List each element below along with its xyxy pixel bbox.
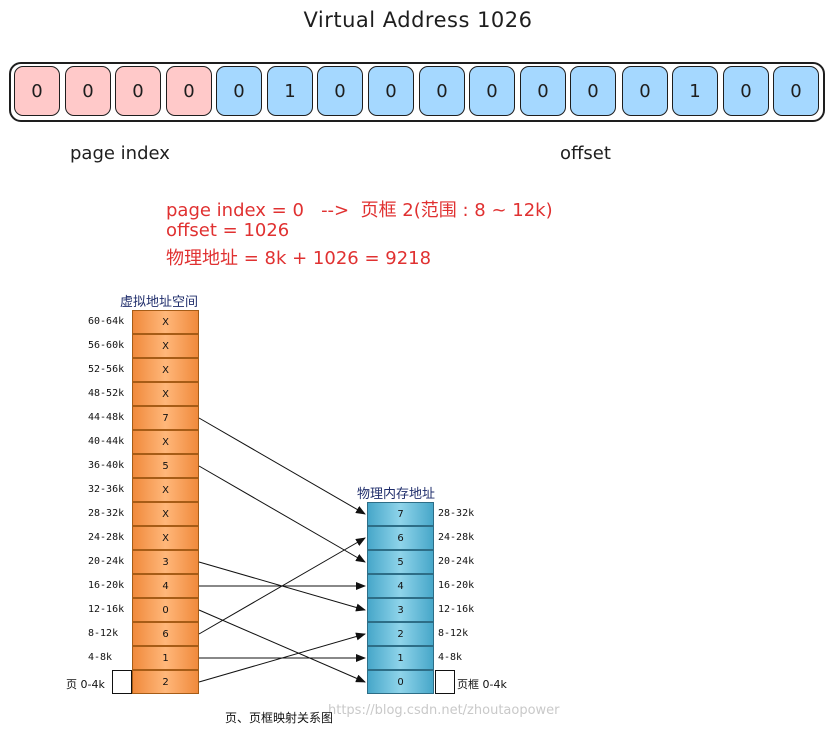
offset-bit-14: 0 — [723, 66, 769, 116]
virtual-range-label: 28-32k — [88, 508, 125, 519]
virtual-space-title: 虚拟地址空间 — [120, 295, 199, 310]
virtual-page-cell: X — [132, 430, 199, 454]
page-index-bit-2: 0 — [115, 66, 161, 116]
virtual-range-label: 32-36k — [88, 484, 125, 495]
physical-frame-cell: 3 — [367, 598, 434, 622]
virtual-range-label: 16-20k — [88, 580, 125, 591]
physical-range-label: 4-8k — [438, 652, 463, 663]
virtual-range-label: 24-28k — [88, 532, 125, 543]
virtual-page-cell: 4 — [132, 574, 199, 598]
virtual-range-label: 8-12k — [88, 628, 119, 639]
physical-range-label: 24-28k — [438, 532, 475, 543]
physical-range-label: 8-12k — [438, 628, 469, 639]
physical-frame-cell: 6 — [367, 526, 434, 550]
virtual-range-label: 48-52k — [88, 388, 125, 399]
virtual-range-label: 40-44k — [88, 436, 125, 447]
virtual-page-cell: 0 — [132, 598, 199, 622]
virtual-page-cell: 2 — [132, 670, 199, 694]
offset-label: offset — [560, 143, 611, 164]
mapping-arrow — [198, 632, 366, 683]
mapping-arrow — [198, 417, 366, 515]
page-index-bit-1: 0 — [65, 66, 111, 116]
mapping-arrow — [198, 465, 366, 563]
physical-space-title: 物理内存地址 — [357, 487, 436, 502]
virtual-page-cell: X — [132, 382, 199, 406]
watermark: https://blog.csdn.net/zhoutaopower — [328, 703, 560, 718]
note-physical-address: 物理地址 = 8k + 1026 = 9218 — [166, 248, 432, 269]
diagram-caption: 页、页框映射关系图 — [225, 711, 334, 725]
virtual-bottom-box — [112, 670, 132, 694]
offset-bit-5: 1 — [267, 66, 313, 116]
virtual-page-cell: 3 — [132, 550, 199, 574]
mapping-arrow — [198, 537, 366, 635]
virtual-bottom-label: 页 0-4k — [66, 678, 105, 691]
diagram-title: Virtual Address 1026 — [303, 8, 533, 32]
offset-bit-13: 1 — [672, 66, 718, 116]
physical-frame-cell: 0 — [367, 670, 434, 694]
physical-bottom-label: 页框 0-4k — [457, 678, 507, 691]
virtual-page-cell: 5 — [132, 454, 199, 478]
virtual-page-cell: X — [132, 502, 199, 526]
virtual-page-cell: X — [132, 334, 199, 358]
virtual-page-cell: X — [132, 358, 199, 382]
physical-range-label: 28-32k — [438, 508, 475, 519]
offset-bit-12: 0 — [622, 66, 668, 116]
mapping-arrow — [198, 609, 366, 683]
offset-bit-11: 0 — [570, 66, 616, 116]
physical-frame-cell: 1 — [367, 646, 434, 670]
virtual-range-label: 12-16k — [88, 604, 125, 615]
physical-range-label: 12-16k — [438, 604, 475, 615]
virtual-page-cell: X — [132, 478, 199, 502]
offset-bit-15: 0 — [773, 66, 819, 116]
virtual-page-cell: X — [132, 526, 199, 550]
virtual-page-cell: 1 — [132, 646, 199, 670]
offset-bit-8: 0 — [419, 66, 465, 116]
physical-frame-cell: 5 — [367, 550, 434, 574]
page-index-bit-0: 0 — [14, 66, 60, 116]
offset-bit-6: 0 — [317, 66, 363, 116]
offset-bit-10: 0 — [520, 66, 566, 116]
physical-range-label: 16-20k — [438, 580, 475, 591]
virtual-range-label: 4-8k — [88, 652, 113, 663]
virtual-range-label: 44-48k — [88, 412, 125, 423]
page-index-bit-3: 0 — [166, 66, 212, 116]
virtual-range-label: 20-24k — [88, 556, 125, 567]
physical-frame-cell: 4 — [367, 574, 434, 598]
offset-bit-4: 0 — [216, 66, 262, 116]
physical-frame-cell: 2 — [367, 622, 434, 646]
offset-bit-7: 0 — [368, 66, 414, 116]
note-offset: offset = 1026 — [166, 220, 290, 241]
page-index-label: page index — [70, 143, 170, 164]
virtual-page-cell: 6 — [132, 622, 199, 646]
address-bit-bar — [9, 62, 825, 122]
physical-range-label: 20-24k — [438, 556, 475, 567]
physical-frame-cell: 7 — [367, 502, 434, 526]
note-page-index: page index = 0 --> 页框 2(范围 : 8 ~ 12k) — [166, 200, 553, 221]
virtual-range-label: 56-60k — [88, 340, 125, 351]
virtual-range-label: 36-40k — [88, 460, 125, 471]
virtual-range-label: 60-64k — [88, 316, 125, 327]
physical-bottom-box — [435, 670, 455, 694]
virtual-range-label: 52-56k — [88, 364, 125, 375]
offset-bit-9: 0 — [469, 66, 515, 116]
virtual-page-cell: 7 — [132, 406, 199, 430]
virtual-page-cell: X — [132, 310, 199, 334]
